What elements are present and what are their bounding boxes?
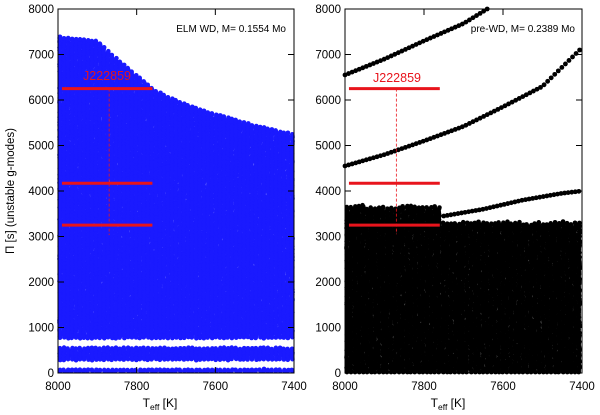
period-point: [101, 45, 107, 50]
period-point: [73, 367, 79, 373]
period-point: [105, 345, 111, 350]
period-point: [125, 367, 130, 373]
period-point: [109, 52, 115, 58]
period-point: [89, 367, 95, 373]
period-point: [97, 367, 103, 373]
period-point: [57, 367, 63, 373]
period-point: [69, 367, 75, 373]
period-point: [141, 345, 146, 351]
period-point: [65, 35, 71, 41]
period-point: [106, 48, 111, 54]
period-point: [89, 38, 95, 44]
period-point: [133, 367, 138, 373]
period-point: [81, 37, 87, 42]
period-point: [61, 35, 67, 41]
period-point: [97, 41, 103, 46]
period-point: [117, 346, 122, 352]
period-point: [69, 36, 75, 42]
period-point: [57, 34, 63, 40]
period-point: [97, 346, 102, 351]
period-point: [61, 367, 66, 373]
period-point: [77, 37, 83, 42]
period-point: [61, 345, 67, 350]
period-point: [121, 62, 127, 68]
period-point: [114, 55, 119, 61]
period-point: [65, 346, 70, 351]
period-point: [117, 59, 123, 65]
period-point: [93, 38, 99, 44]
period-point: [57, 345, 63, 351]
period-point: [73, 346, 79, 351]
period-point: [121, 345, 127, 351]
period-point: [129, 346, 135, 351]
panel-elm-wd: 8000 7800 7600 7400010002000300040005000600…: [28, 4, 306, 393]
period-point: [93, 345, 98, 351]
data-points-elm-wd: [57, 34, 295, 374]
period-point: [77, 345, 82, 351]
period-point: [137, 75, 142, 81]
